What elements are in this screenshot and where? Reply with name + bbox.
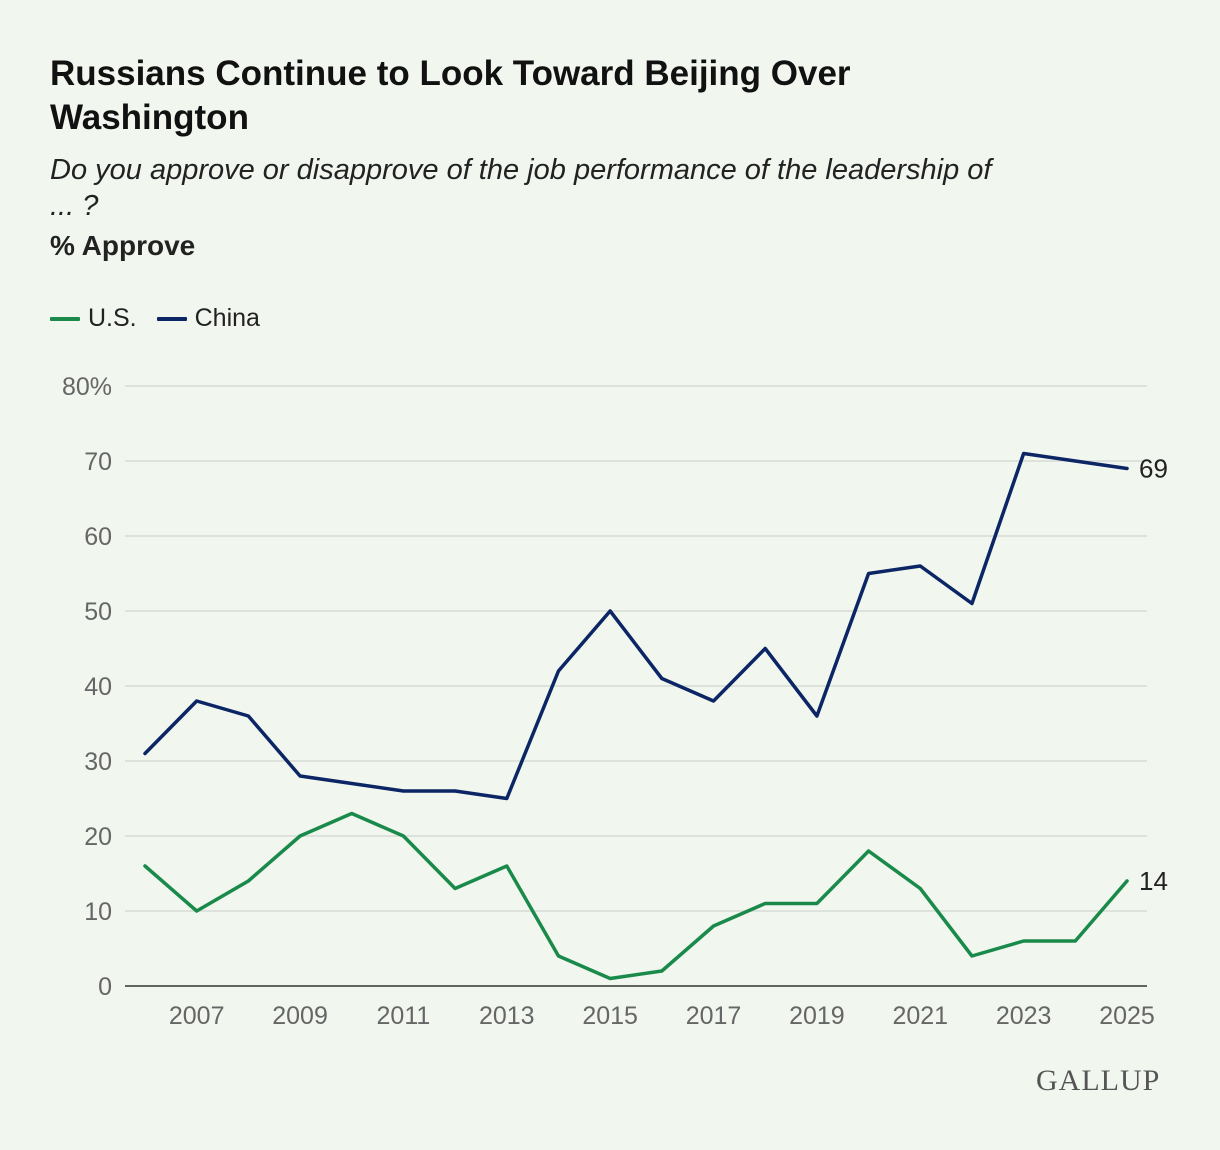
legend: U.S. China <box>50 304 280 333</box>
chart-subtitle: Do you approve or disapprove of the job … <box>50 154 992 222</box>
end-label-us: 14 <box>1139 866 1168 896</box>
x-tick-label: 2015 <box>582 1002 638 1030</box>
y-tick-label: 70 <box>84 448 112 476</box>
legend-label-us: U.S. <box>88 304 137 332</box>
y-tick-label: 20 <box>84 823 112 851</box>
legend-label-china: China <box>194 304 260 332</box>
y-tick-label: 60 <box>84 523 112 551</box>
series-line-china <box>143 451 1129 801</box>
x-tick-label: 2011 <box>377 1002 431 1030</box>
x-tick-label: 2017 <box>686 1002 742 1030</box>
x-tick-label: 2019 <box>789 1002 845 1030</box>
end-label-china: 69 <box>1139 454 1168 484</box>
y-tick-label: 50 <box>84 598 112 626</box>
x-tick-label: 2009 <box>272 1002 328 1030</box>
gallup-logo: GALLUP <box>1036 1064 1161 1097</box>
x-tick-label: 2007 <box>169 1002 225 1030</box>
legend-swatch-us <box>50 316 80 321</box>
y-tick-label: 30 <box>84 748 112 776</box>
x-tick-label: 2025 <box>1099 1002 1155 1030</box>
legend-swatch-china <box>156 316 187 321</box>
x-tick-label: 2021 <box>892 1002 948 1030</box>
chart-title: Russians Continue to Look Toward Beijing… <box>50 54 851 137</box>
unit-label: % Approve <box>50 230 196 261</box>
legend-item-china: China <box>156 304 260 333</box>
y-tick-label: 40 <box>84 673 112 701</box>
x-tick-label: 2013 <box>479 1002 535 1030</box>
y-tick-label: 10 <box>84 898 112 926</box>
y-tick-label: 0 <box>98 973 112 1001</box>
x-tick-label: 2023 <box>996 1002 1052 1030</box>
y-tick-label: 80% <box>62 373 112 401</box>
series-line-us <box>143 811 1129 981</box>
legend-item-us: U.S. <box>50 304 137 333</box>
